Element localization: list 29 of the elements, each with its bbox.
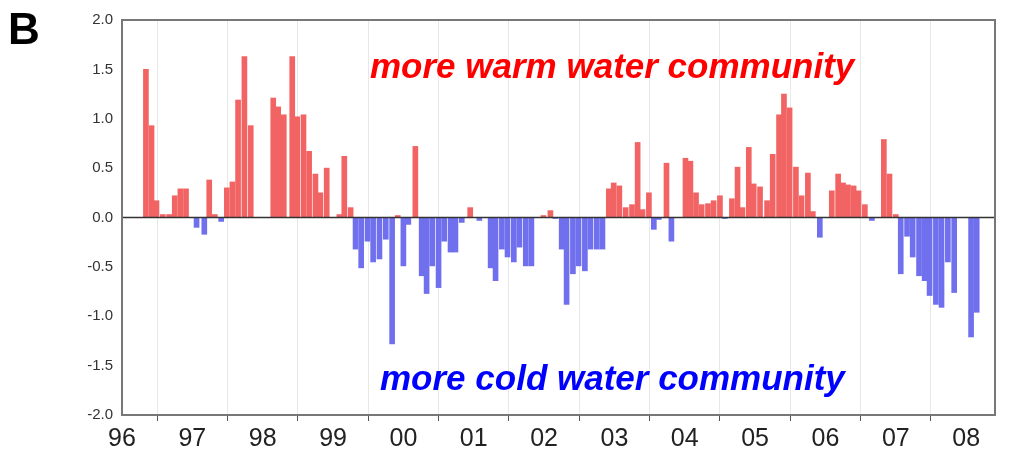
y-tick-label: 1.0 [92,108,113,126]
x-tick-label: 01 [459,422,488,451]
annotation: more cold water community [380,358,845,398]
x-tick-label: 98 [248,422,277,451]
bar [817,217,823,238]
bar [289,56,296,218]
y-tick-label: -0.5 [87,257,113,275]
bar [201,217,208,235]
text: B [8,4,40,54]
y-tick-label: -1.0 [87,306,113,324]
x-tick-label: 03 [600,422,629,451]
y-tick-label: -1.5 [87,355,113,373]
x-tick-label: 96 [108,422,136,451]
bar [467,207,474,218]
x-tick-label: 05 [741,422,770,451]
y-tick-label: -2.0 [87,405,113,423]
x-tick-label: 07 [881,422,910,451]
y-tick-label: 2.0 [92,10,113,28]
y-tick-label: 1.5 [92,59,113,77]
y-tick-label: 0.5 [92,158,113,176]
x-tick-label: 08 [952,422,981,451]
x-tick-label: 06 [811,422,840,451]
x-tick-label: 00 [389,422,418,451]
y-tick-label: 0.0 [92,207,113,225]
annotation: more warm water community [370,46,855,86]
x-tick-label: 04 [670,422,699,451]
x-tick-label: 02 [530,422,558,451]
x-tick-label: 97 [178,422,207,451]
x-tick-label: 99 [319,422,347,451]
